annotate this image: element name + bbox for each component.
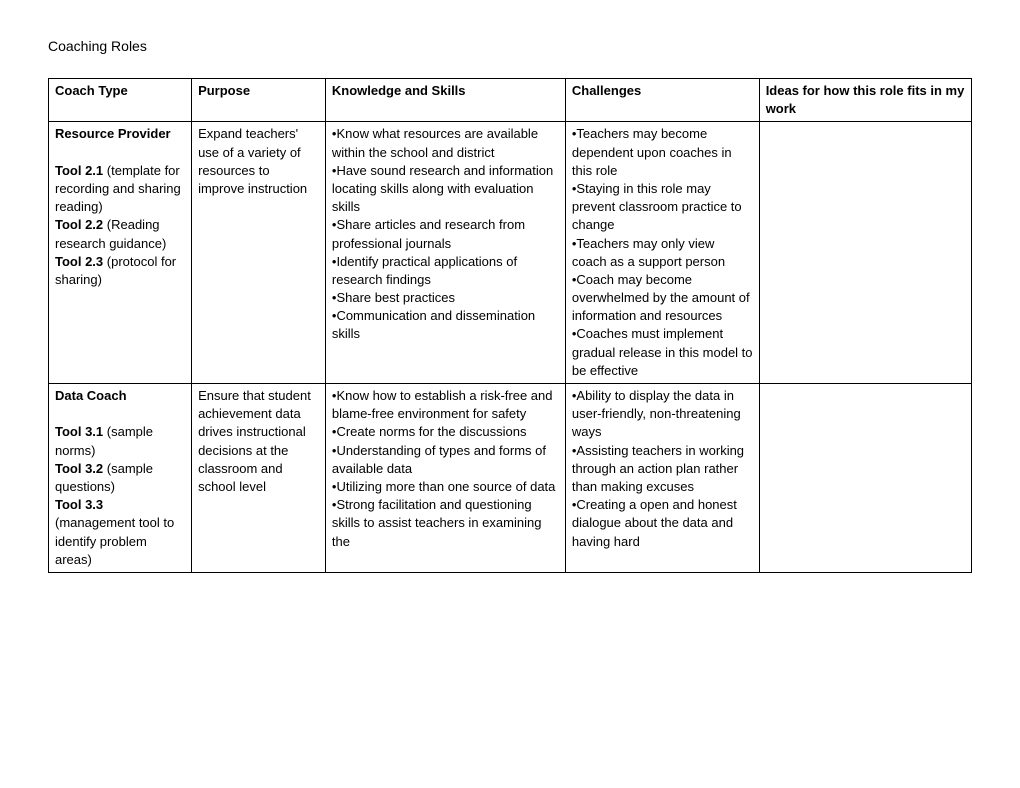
tool-label: Tool 3.3: [55, 497, 103, 512]
header-ideas: Ideas for how this role fits in my work: [759, 79, 971, 122]
cell-challenges: •Teachers may become dependent upon coac…: [565, 122, 759, 384]
challenge-item: •Ability to display the data in user-fri…: [572, 387, 753, 442]
cell-ideas: [759, 384, 971, 573]
table-row: Data Coach Tool 3.1 (sample norms) Tool …: [49, 384, 972, 573]
ks-item: •Communication and dissemination skills: [332, 307, 559, 343]
cell-coach-type: Resource Provider Tool 2.1 (template for…: [49, 122, 192, 384]
cell-knowledge-skills: •Know how to establish a risk-free and b…: [325, 384, 565, 573]
challenge-item: •Staying in this role may prevent classr…: [572, 180, 753, 235]
header-challenges: Challenges: [565, 79, 759, 122]
tool-label: Tool 3.2: [55, 461, 103, 476]
cell-ideas: [759, 122, 971, 384]
ks-item: •Know how to establish a risk-free and b…: [332, 387, 559, 423]
table-header-row: Coach Type Purpose Knowledge and Skills …: [49, 79, 972, 122]
coach-type-name: Data Coach: [55, 388, 127, 403]
tool-label: Tool 2.2: [55, 217, 103, 232]
ks-item: •Know what resources are available withi…: [332, 125, 559, 161]
cell-purpose: Expand teachers' use of a variety of res…: [192, 122, 326, 384]
cell-knowledge-skills: •Know what resources are available withi…: [325, 122, 565, 384]
ks-item: •Share articles and research from profes…: [332, 216, 559, 252]
challenge-item: •Coaches must implement gradual release …: [572, 325, 753, 380]
cell-challenges: •Ability to display the data in user-fri…: [565, 384, 759, 573]
page: Coaching Roles Coach Type Purpose Knowle…: [0, 0, 1020, 788]
coach-type-name: Resource Provider: [55, 126, 171, 141]
page-title: Coaching Roles: [48, 38, 972, 54]
table-row: Resource Provider Tool 2.1 (template for…: [49, 122, 972, 384]
challenge-item: •Creating a open and honest dialogue abo…: [572, 496, 753, 551]
ks-item: •Identify practical applications of rese…: [332, 253, 559, 289]
cell-purpose: Ensure that student achievement data dri…: [192, 384, 326, 573]
coaching-roles-table: Coach Type Purpose Knowledge and Skills …: [48, 78, 972, 573]
challenge-item: •Teachers may become dependent upon coac…: [572, 125, 753, 180]
cell-coach-type: Data Coach Tool 3.1 (sample norms) Tool …: [49, 384, 192, 573]
ks-item: •Utilizing more than one source of data: [332, 478, 559, 496]
tool-label: Tool 3.1: [55, 424, 103, 439]
challenge-item: •Coach may become overwhelmed by the amo…: [572, 271, 753, 326]
ks-item: •Have sound research and information loc…: [332, 162, 559, 217]
ks-item: •Strong facilitation and questioning ski…: [332, 496, 559, 551]
challenge-item: •Assisting teachers in working through a…: [572, 442, 753, 497]
challenge-item: •Teachers may only view coach as a suppo…: [572, 235, 753, 271]
header-knowledge-skills: Knowledge and Skills: [325, 79, 565, 122]
header-coach-type: Coach Type: [49, 79, 192, 122]
header-purpose: Purpose: [192, 79, 326, 122]
ks-item: •Share best practices: [332, 289, 559, 307]
tool-desc: (management tool to identify problem are…: [55, 515, 174, 566]
tool-label: Tool 2.3: [55, 254, 103, 269]
ks-item: •Understanding of types and forms of ava…: [332, 442, 559, 478]
ks-item: •Create norms for the discussions: [332, 423, 559, 441]
tool-label: Tool 2.1: [55, 163, 103, 178]
